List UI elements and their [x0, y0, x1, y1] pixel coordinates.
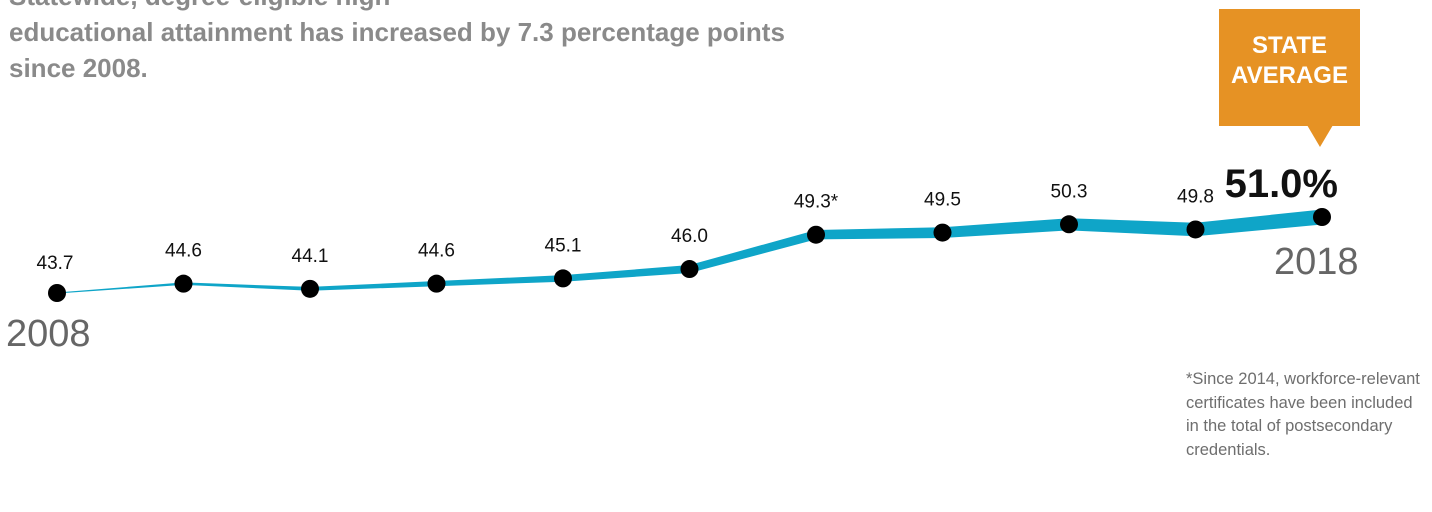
start-year-label: 2008	[6, 313, 91, 355]
data-point	[301, 279, 319, 298]
data-label: 43.7	[37, 253, 74, 274]
data-point	[807, 225, 825, 244]
data-label: 50.3	[1051, 181, 1088, 202]
line-segment	[1069, 218, 1196, 237]
callout-pointer	[1307, 125, 1333, 147]
data-label: 46.0	[671, 226, 708, 247]
data-point	[174, 274, 193, 293]
data-point	[933, 223, 952, 242]
end-year-label: 2018	[1274, 241, 1359, 283]
data-point	[427, 274, 446, 293]
line-segment	[689, 229, 816, 274]
callout-line-2: AVERAGE	[1231, 62, 1348, 89]
line-segment	[563, 265, 690, 282]
line-segment	[57, 282, 184, 294]
data-label: 49.3*	[794, 192, 839, 213]
data-label: 44.1	[292, 246, 329, 267]
state-average-callout: STATE AVERAGE	[1219, 9, 1360, 126]
headline-line-3: since 2008.	[9, 53, 148, 83]
data-label: 49.8	[1177, 186, 1214, 207]
headline-line-1: Statewide, degree-eligible high	[9, 0, 390, 14]
line-segment	[942, 218, 1069, 239]
data-point	[48, 284, 66, 302]
data-point	[1186, 220, 1205, 239]
line-segment	[1195, 209, 1322, 237]
headline-line-2: educational attainment has increased by …	[9, 17, 785, 47]
data-point	[680, 260, 699, 279]
data-label: 45.1	[545, 235, 582, 256]
line-segment	[310, 281, 437, 291]
data-label: 49.5	[924, 190, 961, 211]
series-layer	[57, 209, 1322, 294]
footnote: *Since 2014, workforce-relevant certific…	[1186, 370, 1420, 459]
line-segment	[816, 227, 943, 240]
line-segment	[436, 275, 563, 287]
data-point	[1313, 208, 1331, 226]
data-label: 51.0%	[1225, 162, 1338, 206]
line-segment	[183, 282, 310, 291]
data-point	[554, 269, 572, 288]
label-layer: 43.7 44.6 44.1 44.6 45.1 46.0 49.3* 49.5 50.3 49.…	[37, 162, 1338, 274]
data-label: 44.6	[165, 241, 202, 262]
callout-line-1: STATE	[1251, 32, 1328, 59]
data-point	[1060, 215, 1078, 234]
data-label: 44.6	[418, 241, 455, 262]
marker-layer	[48, 208, 1331, 302]
